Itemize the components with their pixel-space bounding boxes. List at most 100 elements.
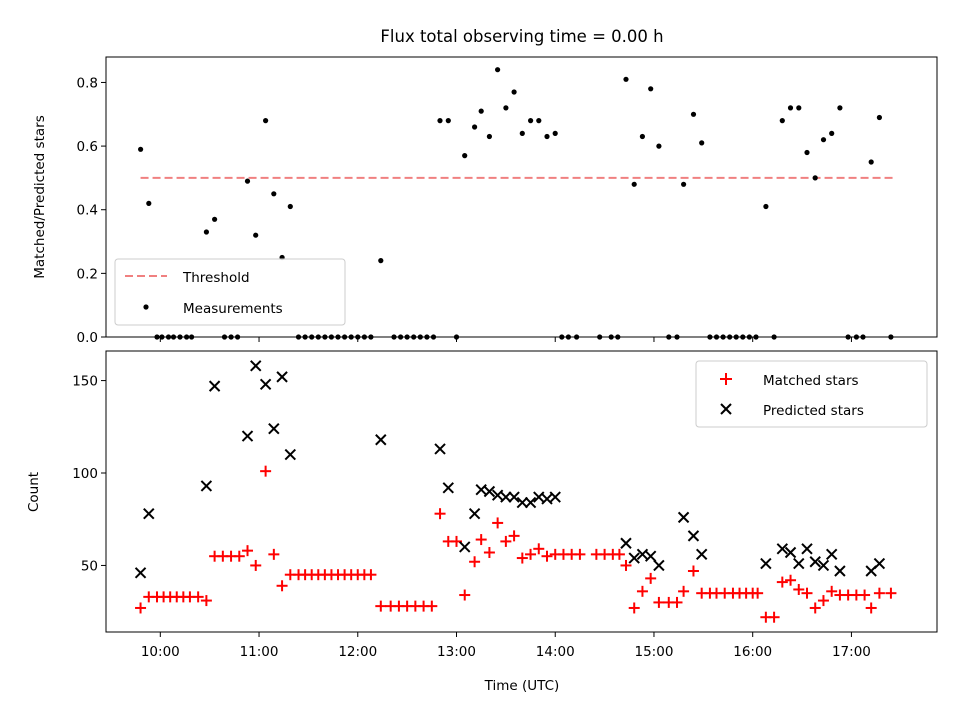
predicted-star-point [375, 434, 387, 446]
measurement-point [528, 118, 534, 124]
bottom-x-tick-label: 17:00 [832, 644, 871, 660]
measurement-point [829, 130, 835, 136]
predicted-star-point [268, 422, 280, 435]
predicted-star-point [801, 543, 813, 555]
matched-star-point [776, 576, 788, 588]
matched-star-point [859, 589, 871, 601]
matched-star-point [200, 595, 212, 607]
predicted-star-point [695, 548, 708, 561]
matched-star-point [785, 574, 797, 586]
predicted-star-point [208, 380, 221, 392]
measurement-point [146, 200, 152, 206]
measurement-point [263, 118, 269, 124]
predicted-star-point [784, 546, 797, 559]
predicted-star-point [276, 371, 288, 383]
matched-star-point [793, 583, 805, 595]
matched-star-point [768, 611, 780, 623]
bottom-legend: Matched stars Predicted stars [695, 360, 928, 428]
measurement-point [138, 146, 144, 152]
bottom-x-tick-label: 15:00 [635, 644, 674, 660]
matched-star-point [365, 569, 377, 581]
measurement-point [511, 89, 517, 95]
bottom-y-tick-label: 50 [81, 558, 98, 574]
top-panel: 0.00.20.40.60.8 Matched/Predicted stars … [32, 56, 938, 346]
top-y-ticks: 0.0 0.2 0.4 0.6 0.8 [77, 75, 106, 346]
matched-star-point [135, 602, 147, 614]
matched-star-point [533, 543, 545, 555]
matched-star-point [233, 550, 245, 562]
measurement-point [796, 105, 802, 111]
predicted-star-point [809, 556, 821, 568]
measurement-point [690, 111, 697, 117]
predicted-star-point [468, 507, 481, 520]
predicted-star-point [259, 378, 272, 390]
predicted-star-point [250, 360, 262, 372]
measurement-point [656, 143, 662, 149]
matched-star-point [817, 595, 829, 607]
measurement-point [437, 118, 443, 124]
matched-star-point [500, 535, 512, 547]
measurement-point [868, 159, 874, 165]
measurement-point [271, 191, 277, 197]
predicted-star-point [644, 550, 657, 562]
bottom-x-tick-label: 14:00 [536, 644, 575, 660]
measurement-point [536, 118, 542, 124]
measurement-point [804, 149, 810, 156]
predicted-legend-label: Predicted stars [763, 403, 864, 419]
predicted-star-point [760, 557, 772, 570]
predicted-star-point [620, 537, 632, 549]
bottom-marks [134, 360, 897, 623]
predicted-star-point [459, 541, 471, 553]
bottom-y-ticks: 50 100 150 [72, 374, 106, 574]
measurement-point [503, 105, 509, 111]
matched-star-point [645, 572, 657, 584]
matched-star-point [628, 602, 640, 614]
bottom-x-tick-label: 10:00 [141, 644, 180, 660]
predicted-legend-swatch [720, 403, 732, 415]
matched-star-point [620, 559, 632, 571]
measurement-point [378, 258, 384, 264]
top-legend-box [114, 258, 346, 326]
matched-star-point [250, 559, 262, 571]
predicted-star-point [524, 496, 537, 509]
measurement-point [495, 67, 501, 73]
measurement-point [699, 140, 705, 146]
matched-star-point [475, 534, 487, 546]
predicted-star-point [687, 530, 700, 542]
measurement-point [763, 203, 769, 210]
measurement-point [244, 178, 251, 184]
predicted-star-point [284, 448, 297, 461]
measurement-point [445, 118, 451, 124]
matched-star-point [826, 585, 838, 597]
measurement-point [648, 86, 654, 92]
chart-title: Flux total observing time = 0.00 h [380, 27, 663, 46]
predicted-star-point [143, 507, 155, 520]
matched-star-point [636, 585, 648, 597]
matched-star-point [375, 600, 387, 612]
predicted-star-point [653, 559, 665, 572]
measurements-legend-swatch [143, 304, 149, 310]
measurement-point [212, 216, 218, 222]
bottom-y-tick-label: 150 [72, 374, 98, 390]
predicted-star-point [541, 493, 553, 505]
matched-star-point [451, 535, 463, 547]
matched-star-point [752, 587, 764, 599]
predicted-star-point [873, 557, 886, 570]
predicted-star-point [500, 491, 512, 503]
matched-legend-label: Matched stars [763, 373, 859, 389]
measurement-point [287, 203, 293, 210]
measurement-point [519, 130, 525, 136]
x-axis-label: Time (UTC) [484, 678, 560, 694]
top-panel-frame [105, 56, 938, 338]
matched-legend-swatch [720, 373, 732, 385]
matched-star-point [525, 548, 537, 560]
bottom-legend-box [695, 360, 928, 428]
top-y-tick-label: 0.4 [77, 203, 98, 219]
matched-star-point [809, 602, 821, 614]
matched-star-point [541, 550, 553, 562]
matched-star-point [671, 596, 683, 608]
predicted-star-point [483, 485, 496, 498]
matched-star-point [434, 508, 446, 520]
measurement-point [486, 133, 492, 140]
matched-star-point [469, 556, 481, 568]
